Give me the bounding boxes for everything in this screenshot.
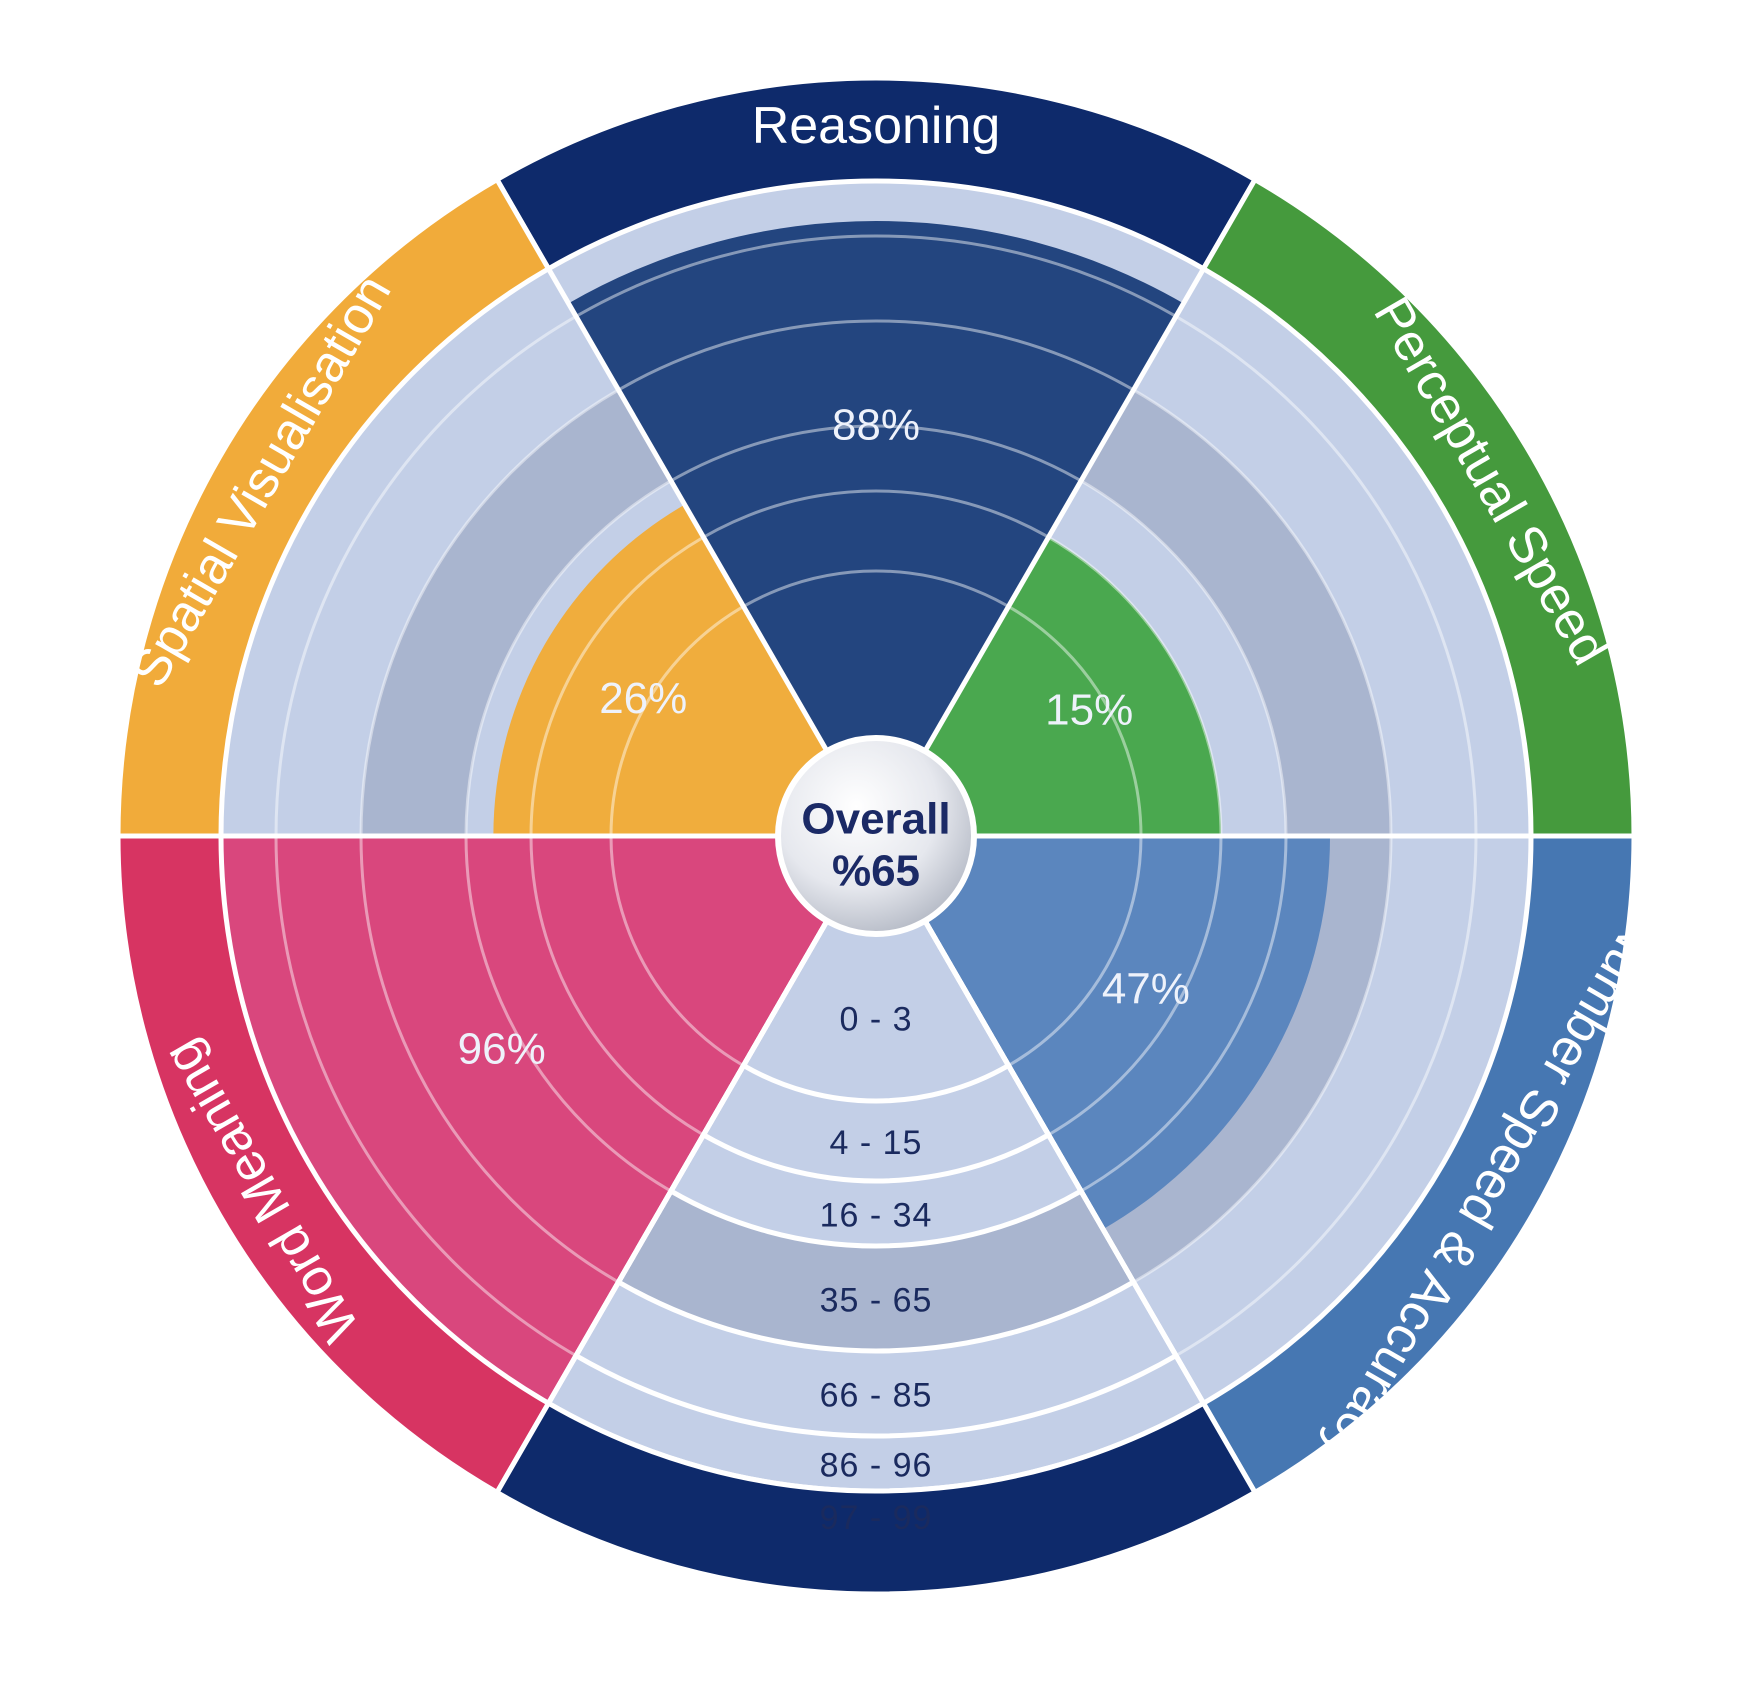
overall-hub-circle — [775, 735, 977, 937]
value-label-0: 88% — [832, 400, 920, 449]
value-sector-3 — [221, 836, 827, 1404]
value-sector-2 — [925, 836, 1331, 1230]
overall-label: Overall — [801, 795, 950, 844]
scale-band-label-1: 4 - 15 — [830, 1124, 923, 1162]
scale-band-boundary-3 — [615, 831, 1137, 1354]
overall-value: %65 — [832, 847, 920, 896]
value-sector-4 — [493, 504, 827, 836]
scale-band-label-6: 97 - 99 — [820, 1499, 933, 1537]
value-sector-1 — [925, 537, 1221, 836]
scale-band-boundary-4 — [572, 830, 1180, 1439]
scale-band-label-3: 35 - 65 — [820, 1281, 933, 1319]
scale-band-label-0: 0 - 3 — [839, 1000, 912, 1038]
spoke-3 — [922, 919, 1258, 1494]
scale-band-label-2: 16 - 34 — [820, 1196, 933, 1234]
overall-hub: Overall %65 — [775, 735, 977, 937]
scale-band-boundary-0 — [740, 830, 1012, 1104]
scale-band-label-5: 86 - 96 — [820, 1446, 933, 1484]
scale-band-label-4: 66 - 85 — [820, 1376, 933, 1414]
scale-band-boundary-1 — [700, 830, 1052, 1184]
spoke-4 — [494, 919, 830, 1494]
value-sectors — [221, 220, 1331, 1404]
value-label-2: 47% — [1102, 964, 1190, 1013]
category-ring-segment-4 — [115, 176, 552, 839]
value-sector-0 — [568, 220, 1184, 752]
spoke-0 — [494, 178, 830, 753]
scale-ring-segment — [493, 1399, 1259, 1597]
category-ring — [115, 75, 1637, 1597]
category-label-0: Reasoning — [752, 97, 1001, 155]
value-label-3: 96% — [458, 1025, 546, 1074]
value-label-4: 26% — [599, 674, 687, 723]
scale-band-boundary-2 — [667, 831, 1085, 1249]
value-label-1: 15% — [1045, 686, 1133, 735]
spoke-1 — [922, 178, 1258, 753]
